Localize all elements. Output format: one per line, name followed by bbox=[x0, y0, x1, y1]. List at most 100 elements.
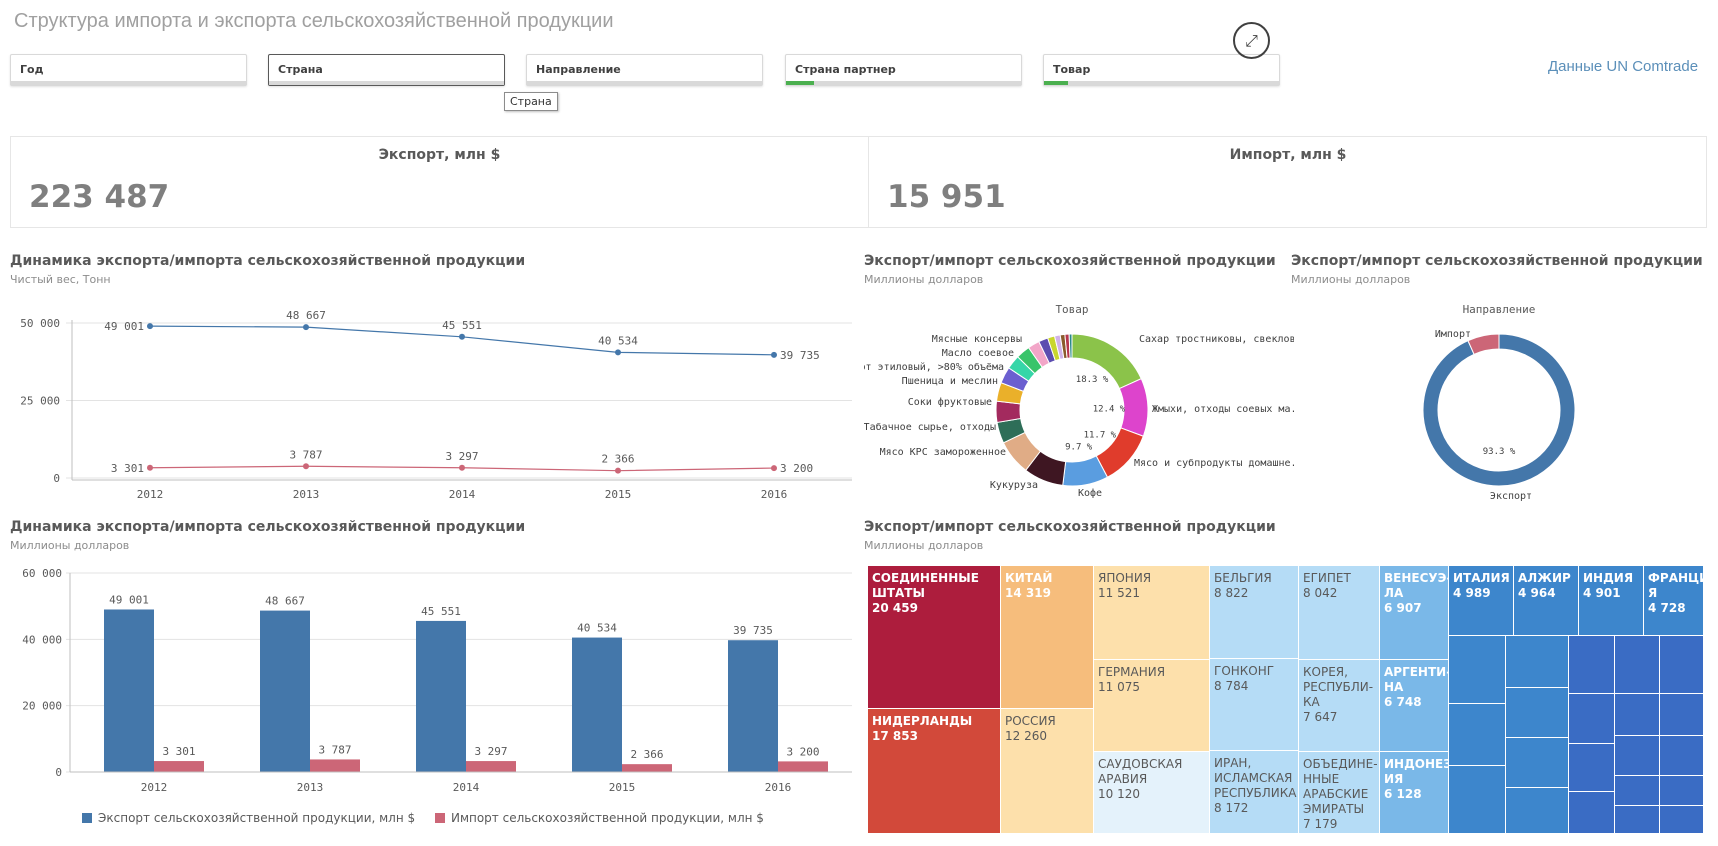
bar-data-label: 3 297 bbox=[474, 745, 507, 758]
pie-goods-slice-label: Сахар тростниковы, свекловичный bbox=[1139, 333, 1294, 345]
filter-partner-label: Страна партнер bbox=[795, 63, 896, 76]
treemap-cell-small[interactable] bbox=[1615, 694, 1660, 736]
treemap-cell-small[interactable] bbox=[1569, 744, 1615, 792]
treemap-cell-small[interactable] bbox=[1615, 776, 1660, 806]
treemap-cell-label: ОБЪЕДИНЕ-ННЫЕ АРАБСКИЕ ЭМИРАТЫ bbox=[1303, 757, 1378, 816]
treemap-cell-small[interactable] bbox=[1660, 806, 1704, 834]
line-point-import bbox=[615, 467, 621, 474]
bar-import bbox=[466, 761, 516, 772]
treemap-cell-value: 6 128 bbox=[1384, 787, 1422, 801]
expand-icon[interactable]: ⤢ bbox=[1233, 22, 1270, 59]
treemap-cell-value: 4 989 bbox=[1453, 586, 1491, 600]
filter-direction[interactable]: Направление bbox=[526, 54, 763, 86]
treemap-cell[interactable]: СОЕДИНЕННЫЕ ШТАТЫ 20 459 bbox=[868, 566, 1001, 709]
treemap-cell[interactable]: ФРАНЦИ-Я4 728 bbox=[1644, 566, 1704, 636]
treemap-cell[interactable]: ОБЪЕДИНЕ-ННЫЕ АРАБСКИЕ ЭМИРАТЫ 7 179 bbox=[1299, 752, 1380, 834]
treemap-chart[interactable]: СОЕДИНЕННЫЕ ШТАТЫ 20 459 НИДЕРЛАНДЫ 17 853 К… bbox=[868, 566, 1704, 834]
bar-ytick-label: 0 bbox=[55, 766, 62, 779]
treemap-cell-small[interactable] bbox=[1506, 788, 1569, 834]
treemap-cell[interactable]: САУДОВСКАЯ АРАВИЯ 10 120 bbox=[1094, 752, 1210, 834]
filter-country-bar bbox=[269, 81, 504, 85]
line-point-import bbox=[459, 464, 465, 471]
pie-goods-pct-label: 18.3 % bbox=[1076, 375, 1109, 385]
treemap-cell-label: РОССИЯ bbox=[1005, 714, 1056, 728]
bar-data-label: 2 366 bbox=[630, 748, 663, 761]
treemap-cell-small[interactable] bbox=[1615, 636, 1660, 694]
treemap-cell-label: ГОНКОНГ bbox=[1214, 664, 1275, 678]
pie-direction-title: Экспорт/импорт сельскохозяйственной прод… bbox=[1291, 253, 1703, 269]
treemap-cell-label: КОРЕЯ, РЕСПУБЛИ-КА bbox=[1303, 665, 1374, 709]
treemap-cell-value: 20 459 bbox=[872, 601, 918, 615]
treemap-cell-small[interactable] bbox=[1660, 636, 1704, 694]
treemap-cell-small[interactable] bbox=[1569, 636, 1615, 694]
treemap-cell-small[interactable] bbox=[1660, 776, 1704, 806]
treemap-cell[interactable]: НИДЕРЛАНДЫ 17 853 bbox=[868, 709, 1001, 834]
treemap-cell[interactable]: БЕЛЬГИЯ 8 822 bbox=[1210, 566, 1299, 659]
treemap-cell-small[interactable] bbox=[1615, 736, 1660, 776]
line-data-label: 2 366 bbox=[601, 453, 634, 466]
treemap-cell-small[interactable] bbox=[1506, 636, 1569, 688]
treemap-title: Экспорт/импорт сельскохозяйственной прод… bbox=[864, 519, 1276, 535]
treemap-cell-label: ИНДИЯ bbox=[1583, 571, 1634, 585]
bar-data-label: 45 551 bbox=[421, 605, 461, 618]
source-link[interactable]: Данные UN Comtrade bbox=[1548, 58, 1699, 75]
page-title: Структура импорта и экспорта сельскохозя… bbox=[14, 10, 614, 32]
bar-data-label: 40 534 bbox=[577, 622, 617, 635]
treemap-cell-small[interactable] bbox=[1506, 688, 1569, 738]
treemap-cell[interactable]: ЕГИПЕТ 8 042 bbox=[1299, 566, 1380, 660]
treemap-cell-small[interactable] bbox=[1569, 694, 1615, 744]
treemap-cell[interactable]: ВЕНЕСУЭ-ЛА 6 907 bbox=[1380, 566, 1449, 660]
treemap-cell[interactable]: ИНДОНЕЗ-ИЯ6 128 bbox=[1380, 752, 1449, 834]
treemap-cell-small[interactable] bbox=[1506, 738, 1569, 788]
treemap-cell-label: АЛЖИР bbox=[1518, 571, 1571, 585]
pie-goods-chart[interactable]: Товар 18.3 % Сахар тростниковы, свекловичн… bbox=[864, 295, 1294, 505]
treemap-cell-small[interactable] bbox=[1660, 736, 1704, 776]
bar-data-label: 48 667 bbox=[265, 595, 305, 608]
treemap-cell-label: ИРАН, ИСЛАМСКАЯ РЕСПУБЛИКА bbox=[1214, 756, 1297, 800]
pie-goods-slice-label: Пшеница и меслин bbox=[902, 376, 998, 387]
treemap-cell-small[interactable] bbox=[1449, 766, 1506, 834]
treemap-cell[interactable]: ЯПОНИЯ 11 521 bbox=[1094, 566, 1210, 660]
line-xtick-label: 2015 bbox=[605, 488, 632, 501]
treemap-cell[interactable]: КОРЕЯ, РЕСПУБЛИ-КА 7 647 bbox=[1299, 660, 1380, 752]
pie-direction-slice bbox=[1467, 333, 1500, 355]
bar-export bbox=[260, 610, 310, 772]
treemap-cell-value: 7 179 bbox=[1303, 817, 1338, 831]
treemap-cell-small[interactable] bbox=[1449, 704, 1506, 766]
pie-direction-chart[interactable]: Направление 93.3 % Экспорт Импорт bbox=[1291, 295, 1711, 505]
treemap-cell-small[interactable] bbox=[1449, 636, 1506, 704]
treemap-cell[interactable]: ИНДИЯ 4 901 bbox=[1579, 566, 1644, 636]
treemap-cell-value: 4 901 bbox=[1583, 586, 1621, 600]
pie-direction-dimension-label: Направление bbox=[1463, 303, 1536, 316]
line-xtick-label: 2014 bbox=[449, 488, 476, 501]
filter-year[interactable]: Год bbox=[10, 54, 247, 86]
treemap-cell[interactable]: АЛЖИР 4 964 bbox=[1514, 566, 1579, 636]
treemap-cell[interactable]: РОССИЯ 12 260 bbox=[1001, 709, 1094, 834]
bar-data-label: 3 787 bbox=[318, 743, 351, 756]
line-chart[interactable]: 0 25 000 50 000 2012 2013 2014 2015 2016 49 001 4… bbox=[0, 290, 860, 505]
filter-product-bar-fill bbox=[1044, 81, 1068, 85]
treemap-cell[interactable]: КИТАЙ 14 319 bbox=[1001, 566, 1094, 709]
treemap-cell-small[interactable] bbox=[1615, 806, 1660, 834]
treemap-cell-label: ИНДОНЕЗ-ИЯ bbox=[1384, 757, 1448, 786]
bar-xtick-label: 2016 bbox=[765, 781, 792, 794]
pie-direction-slice-label: Экспорт bbox=[1490, 491, 1532, 502]
treemap-cell-label: ЯПОНИЯ bbox=[1098, 571, 1152, 585]
filter-product[interactable]: Товар bbox=[1043, 54, 1280, 86]
treemap-cell-small[interactable] bbox=[1660, 694, 1704, 736]
treemap-cell[interactable]: АРГЕНТИ-НА 6 748 bbox=[1380, 660, 1449, 752]
filter-country[interactable]: Страна bbox=[268, 54, 505, 86]
pie-goods-subtitle: Миллионы долларов bbox=[864, 273, 984, 286]
line-data-label: 3 787 bbox=[289, 448, 322, 461]
bar-chart[interactable]: 0 20 000 40 000 60 000 49 001 3 301 2012 48 667… bbox=[0, 555, 860, 795]
treemap-cell[interactable]: ИРАН, ИСЛАМСКАЯ РЕСПУБЛИКА 8 172 bbox=[1210, 751, 1299, 834]
treemap-cell-label: САУДОВСКАЯ АРАВИЯ bbox=[1098, 757, 1183, 786]
treemap-cell-small[interactable] bbox=[1569, 792, 1615, 834]
treemap-cell-label: ЕГИПЕТ bbox=[1303, 571, 1351, 585]
treemap-cell[interactable]: ИТАЛИЯ 4 989 bbox=[1449, 566, 1514, 636]
bar-chart-subtitle: Миллионы долларов bbox=[10, 539, 130, 552]
pie-goods-slice-label: Жмыхи, отходы соевых ма... bbox=[1152, 404, 1294, 415]
treemap-cell[interactable]: ГОНКОНГ 8 784 bbox=[1210, 659, 1299, 751]
filter-partner[interactable]: Страна партнер bbox=[785, 54, 1022, 86]
treemap-cell[interactable]: ГЕРМАНИЯ 11 075 bbox=[1094, 660, 1210, 752]
